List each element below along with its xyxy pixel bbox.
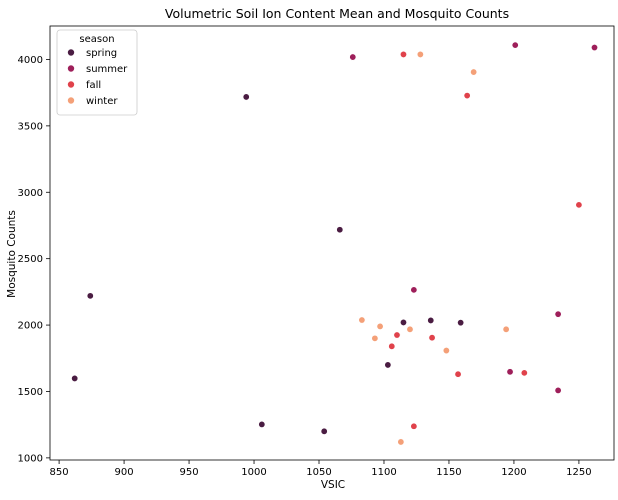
- data-point-winter: [502, 325, 510, 333]
- data-point-spring: [427, 316, 435, 324]
- data-point-summer: [410, 286, 418, 294]
- data-point-fall: [428, 334, 436, 342]
- y-tick-label: 4000: [18, 55, 43, 66]
- data-point-spring: [399, 318, 407, 326]
- data-point-fall: [454, 370, 462, 378]
- data-point-summer: [506, 368, 514, 376]
- x-tick-label: 900: [115, 467, 134, 478]
- data-point-spring: [336, 226, 344, 234]
- legend-label-spring: spring: [86, 48, 117, 59]
- data-point-spring: [320, 427, 328, 435]
- data-point-summer: [349, 53, 357, 61]
- data-point-winter: [397, 438, 405, 446]
- data-point-spring: [384, 361, 392, 369]
- legend-label-summer: summer: [86, 64, 128, 75]
- x-tick-label: 1000: [241, 467, 266, 478]
- legend-marker-winter: [67, 96, 75, 105]
- data-point-fall: [463, 92, 471, 100]
- plot-frame: [49, 25, 615, 461]
- data-point-winter: [442, 347, 450, 355]
- data-point-fall: [575, 201, 583, 209]
- data-point-fall: [388, 342, 396, 350]
- x-tick-label: 1100: [371, 467, 396, 478]
- data-point-fall: [410, 422, 418, 430]
- data-point-winter: [406, 325, 414, 333]
- data-point-fall: [520, 369, 528, 377]
- x-tick-label: 1250: [566, 467, 591, 478]
- data-point-spring: [457, 319, 465, 327]
- legend: season spring summer fall winter: [56, 29, 138, 116]
- data-point-fall: [399, 50, 407, 58]
- legend-title: season: [79, 34, 114, 45]
- data-point-summer: [591, 44, 599, 52]
- data-point-spring: [258, 420, 266, 428]
- y-tick-label: 3500: [18, 121, 43, 132]
- x-tick-label: 1050: [306, 467, 331, 478]
- data-point-spring: [71, 374, 79, 382]
- data-point-winter: [416, 50, 424, 58]
- data-point-spring: [242, 93, 250, 101]
- data-point-winter: [358, 316, 366, 324]
- y-tick-label: 2500: [18, 254, 43, 265]
- data-point-summer: [554, 310, 562, 318]
- x-tick-label: 1200: [501, 467, 526, 478]
- data-point-winter: [371, 334, 379, 342]
- data-point-winter: [376, 322, 384, 330]
- chart-title: Volumetric Soil Ion Content Mean and Mos…: [165, 6, 509, 21]
- data-point-summer: [554, 386, 562, 394]
- data-point-winter: [470, 68, 478, 76]
- data-point-spring: [86, 292, 94, 300]
- legend-box: [56, 29, 138, 116]
- legend-label-fall: fall: [86, 80, 101, 91]
- legend-marker-spring: [67, 48, 75, 57]
- x-tick-label: 1150: [436, 467, 461, 478]
- x-tick-label: 850: [50, 467, 69, 478]
- y-tick-label: 3000: [18, 188, 43, 199]
- x-tick-label: 950: [180, 467, 199, 478]
- x-axis-label: VSIC: [321, 479, 345, 491]
- y-axis-label: Mosquito Counts: [6, 210, 18, 298]
- y-tick-label: 1500: [18, 387, 43, 398]
- y-tick-label: 2000: [18, 321, 43, 332]
- legend-marker-summer: [67, 64, 75, 73]
- data-point-summer: [511, 41, 519, 49]
- legend-label-winter: winter: [86, 96, 118, 107]
- legend-marker-fall: [67, 80, 75, 89]
- plot-area: 850 900 950 1000 1050 1100 1150 1200 1250 1000 150…: [18, 25, 615, 478]
- y-tick-label: 1000: [18, 453, 43, 464]
- data-point-fall: [393, 331, 401, 339]
